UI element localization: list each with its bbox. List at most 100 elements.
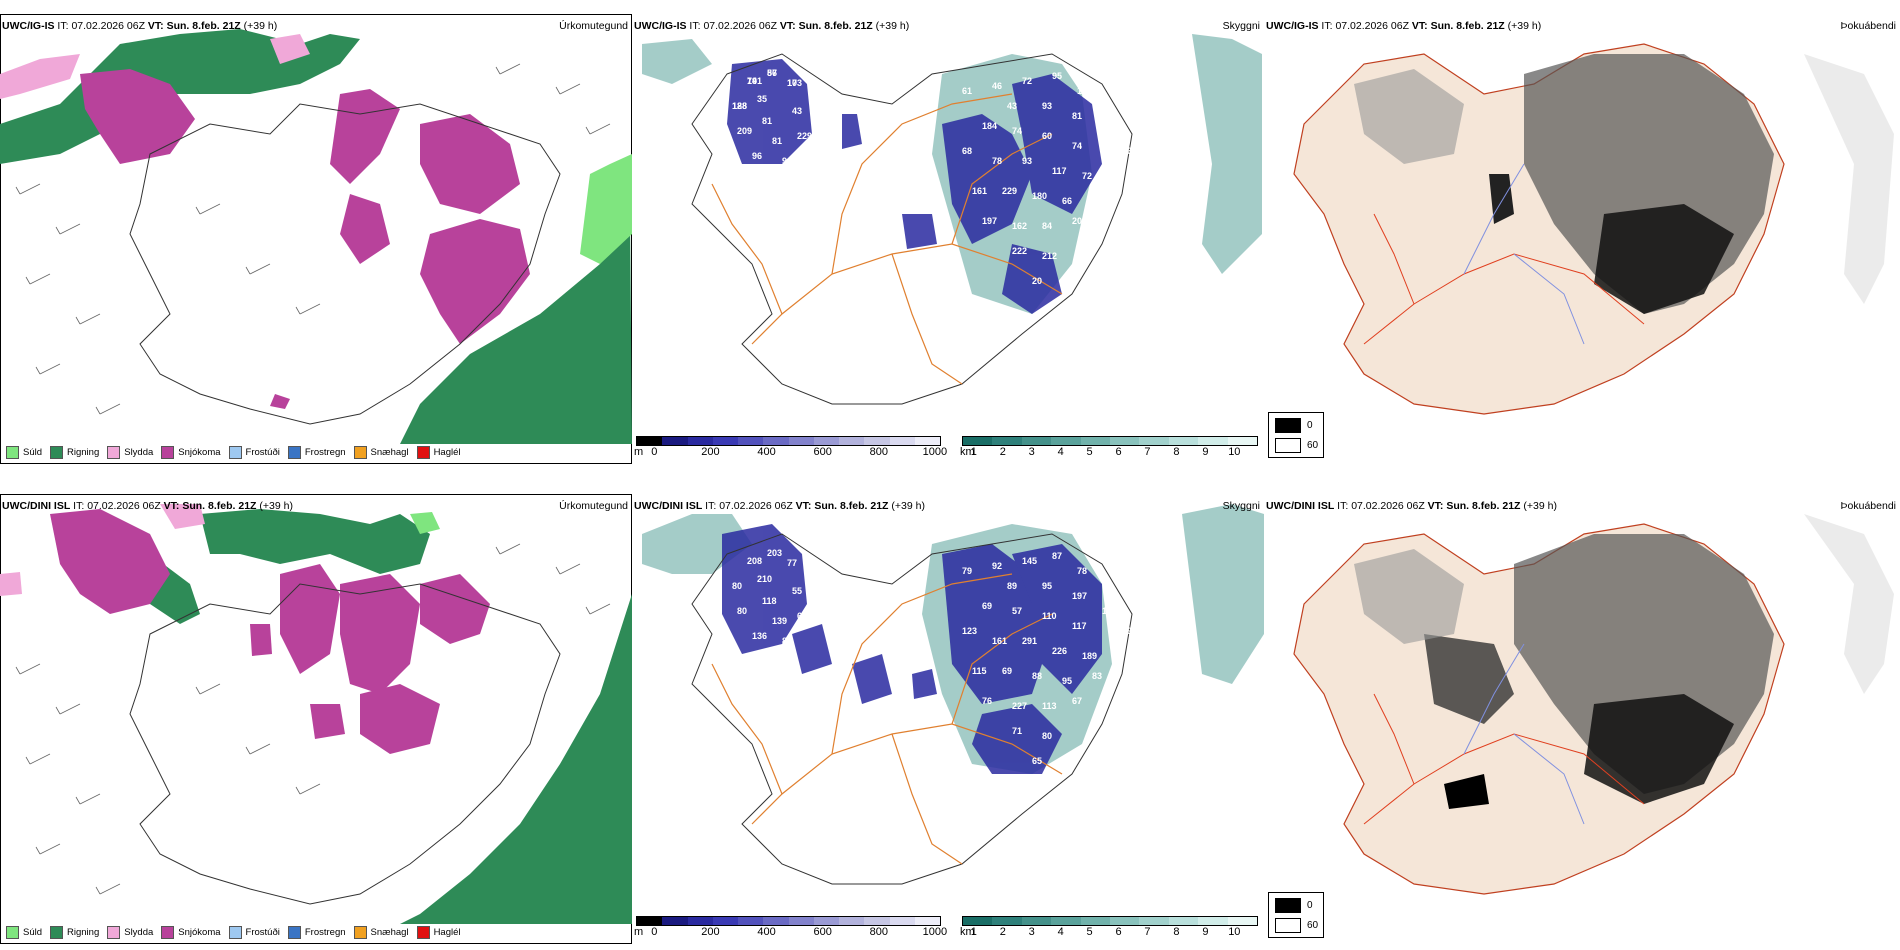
visibility-colorbar-ticks: 1 2 3 4 5 6 7 8 9 10: [962, 926, 1258, 940]
colorbar-segment: [662, 437, 688, 445]
cloud-base-value: 78: [1077, 566, 1087, 576]
colorbar-segment: [1021, 917, 1052, 925]
colorbar-tick-label: 9: [1202, 926, 1209, 938]
precip-legend-label: Slydda: [124, 446, 154, 458]
cloud-base-value: 35: [757, 94, 767, 104]
cloud-base-value: 180: [1032, 191, 1047, 201]
cloud-base-value: 46: [992, 81, 1002, 91]
precip-legend-label: Snjókoma: [178, 446, 221, 458]
colorbar-segment: [1021, 437, 1052, 445]
precip-legend: Súld Rigning Slydda Snjókoma Frostúði Frostre…: [0, 920, 461, 944]
colorbar-segment: [914, 917, 940, 925]
fog-legend-swatch-0: [1275, 898, 1301, 913]
cloud-base-value: 101: [1092, 191, 1107, 201]
panel-title: Skyggni: [1222, 500, 1260, 512]
road-network: [711, 93, 1063, 385]
colorbar-segment: [763, 437, 789, 445]
precip-legend-label: Snæhagl: [370, 926, 409, 938]
colorbar-segment: [839, 437, 865, 445]
cloud-base-value: 160: [1122, 146, 1137, 156]
cloud-base-value: 113: [1042, 701, 1057, 711]
cloud-base-value: 226: [1052, 646, 1067, 656]
cloud-base-value: 92: [992, 561, 1002, 571]
cloud-map: 141 57 17 188 35 209 81 43 81 229 96 91 61 46 72 95 114 4…: [642, 34, 1262, 405]
cloud-base-value: 43: [1007, 101, 1017, 111]
precip-legend-item: Frostregn: [287, 925, 346, 939]
precip-panel-row2: UWC/DINI ISL IT: 07.02.2026 06Z VT: Sun.…: [0, 494, 632, 944]
cloud-base-labels: 208 203 77 80 210 80 118 55 139 65 136 83 79 92 145 87 7…: [732, 548, 1137, 766]
precip-legend-item: Slydda: [107, 925, 153, 939]
visibility-colorbar-ticks: 1 2 3 4 5 6 7 8 9 10: [962, 446, 1258, 460]
cloud-map: 208 203 77 80 210 80 118 55 139 65 136 83 79 92 145 87 7…: [642, 504, 1264, 885]
cloud-base-value: 96: [752, 151, 762, 161]
cloud-base-value: 80: [1042, 731, 1052, 741]
colorbar-segment: [889, 437, 915, 445]
iceland-outline: [691, 533, 1133, 885]
cloud-panel-row2: 208 203 77 80 210 80 118 55 139 65 136 83 79 92 145 87 7…: [632, 494, 1264, 944]
colorbar-segment: [1051, 437, 1081, 445]
visibility-colorbar-bar: [962, 916, 1258, 926]
colorbar-tick-label: 2: [999, 926, 1006, 938]
cloud-base-value: 229: [797, 131, 812, 141]
cloud-base-value: 189: [1082, 651, 1097, 661]
cloud-base-value: 162: [1012, 221, 1027, 231]
fog-map: [1293, 43, 1894, 415]
colorbar-tick-label: 2: [999, 446, 1006, 458]
panel-title: Úrkomutegund: [559, 500, 628, 512]
fog-legend-label-60: 60: [1307, 440, 1319, 451]
cloud-base-labels: 141 57 17 188 35 209 81 43 81 229 96 91 61 46 72 95 114 4…: [732, 68, 1137, 286]
cloud-base-value: 117: [1072, 621, 1087, 631]
fog-legend: 0 60: [1268, 892, 1324, 938]
precip-legend-swatch: [50, 445, 64, 459]
colorbar-tick-label: 1000: [922, 446, 948, 458]
fog-panel-row1: UWC/IG-IS IT: 07.02.2026 06Z VT: Sun. 8.…: [1264, 14, 1900, 464]
cloud-base-value: 76: [982, 696, 992, 706]
cloud-base-value: 229: [1002, 186, 1017, 196]
cloud-base-value: 20: [1072, 216, 1082, 226]
fog-legend-swatch-60: [1275, 438, 1301, 453]
colorbar-segment: [637, 437, 663, 445]
precip-drizzle-area: [580, 154, 632, 264]
panel-header: UWC/DINI ISL IT: 07.02.2026 06Z VT: Sun.…: [2, 500, 293, 512]
cloud-base-value: 17: [787, 78, 797, 88]
cloud-base-value: 57: [1012, 606, 1022, 616]
colorbar-tick-label: 7: [1144, 446, 1151, 458]
precip-legend-swatch: [228, 445, 242, 459]
cloud-base-value: 291: [1022, 636, 1037, 646]
cloud-base-value: 93: [1022, 156, 1032, 166]
cloud-base-value: 72: [1022, 76, 1032, 86]
colorbar-tick-label: 600: [813, 446, 832, 458]
road-network: [711, 573, 1063, 865]
cloud-base-value: 145: [1022, 556, 1037, 566]
colorbar-tick-label: 4: [1057, 926, 1064, 938]
cloud-base-value: 95: [1042, 581, 1052, 591]
visibility-colorbar-bar: [962, 436, 1258, 446]
panel-title: Skyggni: [1222, 20, 1260, 32]
precip-rain-area: [0, 29, 632, 444]
cloud-panel-row1: 141 57 17 188 35 209 81 43 81 229 96 91 61 46 72 95 114 4…: [632, 14, 1264, 464]
colorbar-tick-label: 400: [757, 446, 776, 458]
colorbar-segment: [763, 917, 789, 925]
cloud-base-colorbar: 0 200 400 600 800 1000 m: [634, 436, 947, 460]
colorbar-segment: [637, 917, 663, 925]
cloud-base-value: 203: [767, 548, 782, 558]
colorbar-tick-label: 600: [813, 926, 832, 938]
cloud-base-value: 82: [1112, 176, 1122, 186]
precip-legend-item: Frostúði: [228, 445, 280, 459]
colorbar-segment: [1110, 437, 1140, 445]
cloud-base-value: 69: [982, 601, 992, 611]
cloud-base-value: 84: [1042, 221, 1052, 231]
precip-legend-swatch: [107, 445, 121, 459]
precip-legend-swatch: [416, 925, 430, 939]
colorbar-segment: [1168, 917, 1199, 925]
precip-legend-label: Rigning: [67, 926, 100, 938]
cloud-base-value: 227: [1012, 701, 1027, 711]
precip-map: [0, 14, 632, 464]
precip-legend-item: Slydda: [107, 445, 154, 459]
cloud-base-value: 66: [1062, 196, 1072, 206]
cloud-base-colorbar-bar: [636, 916, 941, 926]
colorbar-segment: [687, 917, 713, 925]
colorbar-segment: [738, 917, 764, 925]
precip-panel-row1: UWC/IG-IS IT: 07.02.2026 06Z VT: Sun. 8.…: [0, 14, 632, 464]
colorbar-segment: [963, 437, 993, 445]
